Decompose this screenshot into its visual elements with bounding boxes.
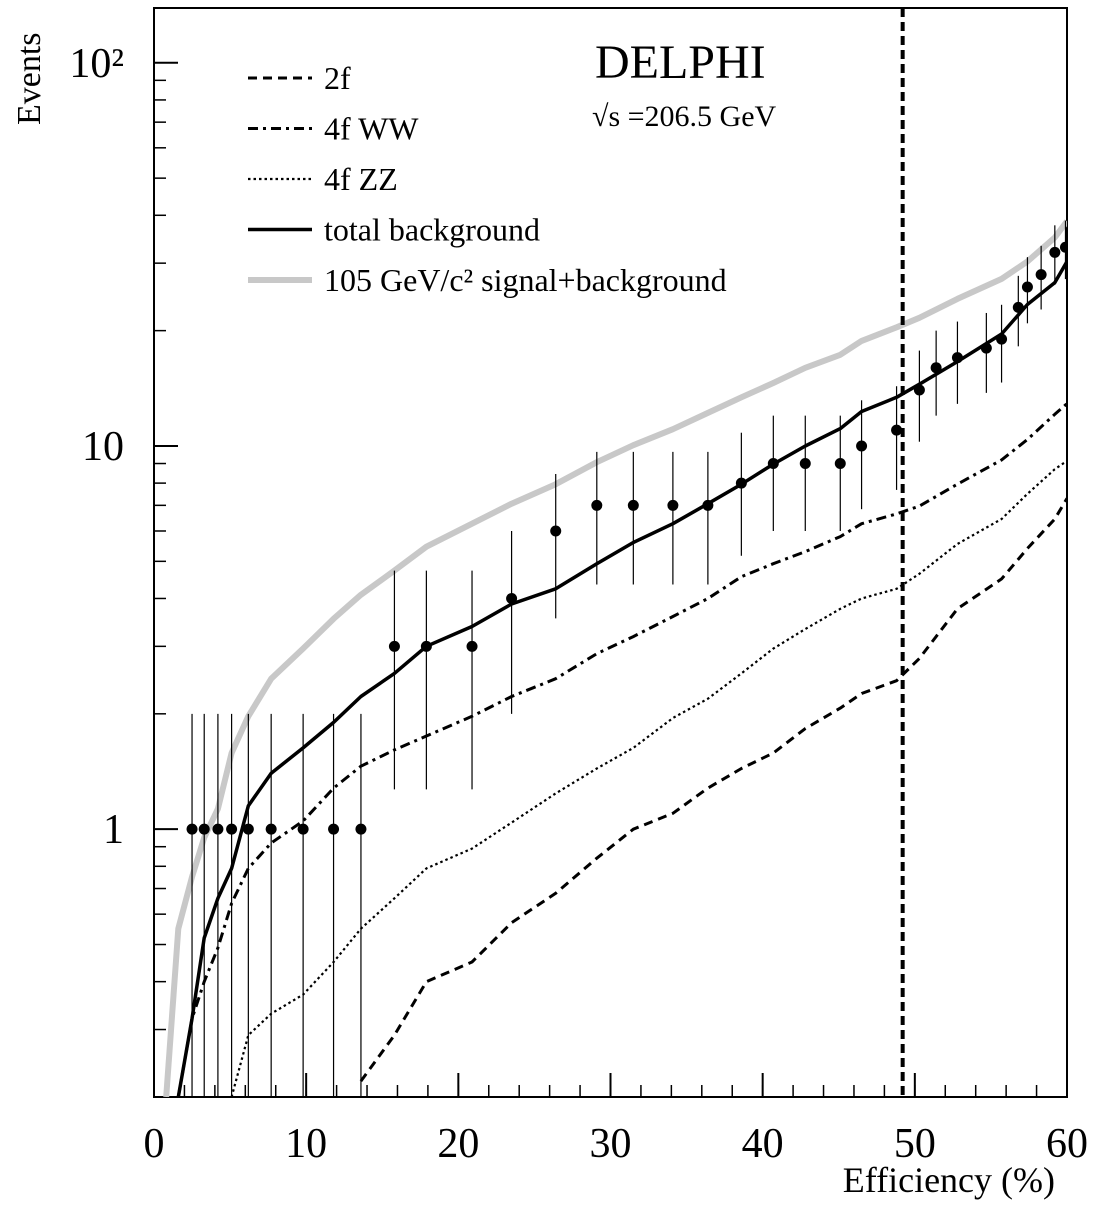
data-point xyxy=(198,823,210,835)
data-point xyxy=(420,640,432,652)
data-point xyxy=(627,499,639,511)
data-point xyxy=(550,525,562,537)
data-point xyxy=(1012,301,1024,313)
data-point xyxy=(980,342,992,354)
x-tick-label: 0 xyxy=(144,1121,165,1167)
x-tick-label: 40 xyxy=(742,1121,784,1167)
data-point xyxy=(186,823,198,835)
legend-label: 105 GeV/c² signal+background xyxy=(324,262,727,298)
series-line xyxy=(163,219,1067,1097)
data-point xyxy=(735,477,747,489)
data-point xyxy=(212,823,224,835)
x-tick-label: 10 xyxy=(285,1121,327,1167)
data-point xyxy=(265,823,277,835)
data-point xyxy=(355,823,367,835)
data-point xyxy=(328,823,340,835)
data-point xyxy=(1059,241,1067,253)
x-tick-label: 50 xyxy=(894,1121,936,1167)
x-axis-label: Efficiency (%) xyxy=(843,1160,1055,1200)
data-point xyxy=(667,499,679,511)
data-point xyxy=(834,458,846,470)
plot-frame xyxy=(153,7,1068,1098)
data-point xyxy=(767,458,779,470)
x-tick-label: 60 xyxy=(1046,1121,1088,1167)
series-line xyxy=(359,497,1067,1082)
data-point xyxy=(1049,246,1061,258)
series-line xyxy=(230,459,1067,1097)
data-point xyxy=(242,823,254,835)
data-point xyxy=(951,352,963,364)
data-point xyxy=(591,499,603,511)
data-point xyxy=(799,458,811,470)
y-tick-label: 10² xyxy=(69,41,124,87)
y-tick-label: 10 xyxy=(82,424,124,470)
legend-label: 2f xyxy=(324,60,351,96)
plot-area xyxy=(163,8,1067,1097)
chart-subtitle: √s =206.5 GeV xyxy=(592,100,777,133)
x-tick-label: 20 xyxy=(437,1121,479,1167)
y-tick-label: 1 xyxy=(103,807,124,853)
legend-label: 4f ZZ xyxy=(324,161,398,197)
data-point xyxy=(1035,269,1047,281)
data-point xyxy=(913,384,925,396)
data-point xyxy=(297,823,309,835)
series-line xyxy=(176,402,1067,1097)
data-point xyxy=(930,362,942,374)
data-point xyxy=(891,424,903,436)
series-line xyxy=(176,260,1067,1097)
data-point xyxy=(226,823,238,835)
data-point xyxy=(856,440,868,452)
chart-title: DELPHI xyxy=(595,36,766,89)
x-tick-label: 30 xyxy=(590,1121,632,1167)
y-axis-label: Events xyxy=(11,32,48,125)
data-point xyxy=(466,640,478,652)
legend-label: 4f WW xyxy=(324,111,419,147)
data-point xyxy=(702,499,714,511)
data-point xyxy=(996,333,1008,345)
legend-label: total background xyxy=(324,212,540,248)
data-point xyxy=(388,640,400,652)
data-point xyxy=(1021,281,1033,293)
data-point xyxy=(506,592,518,604)
